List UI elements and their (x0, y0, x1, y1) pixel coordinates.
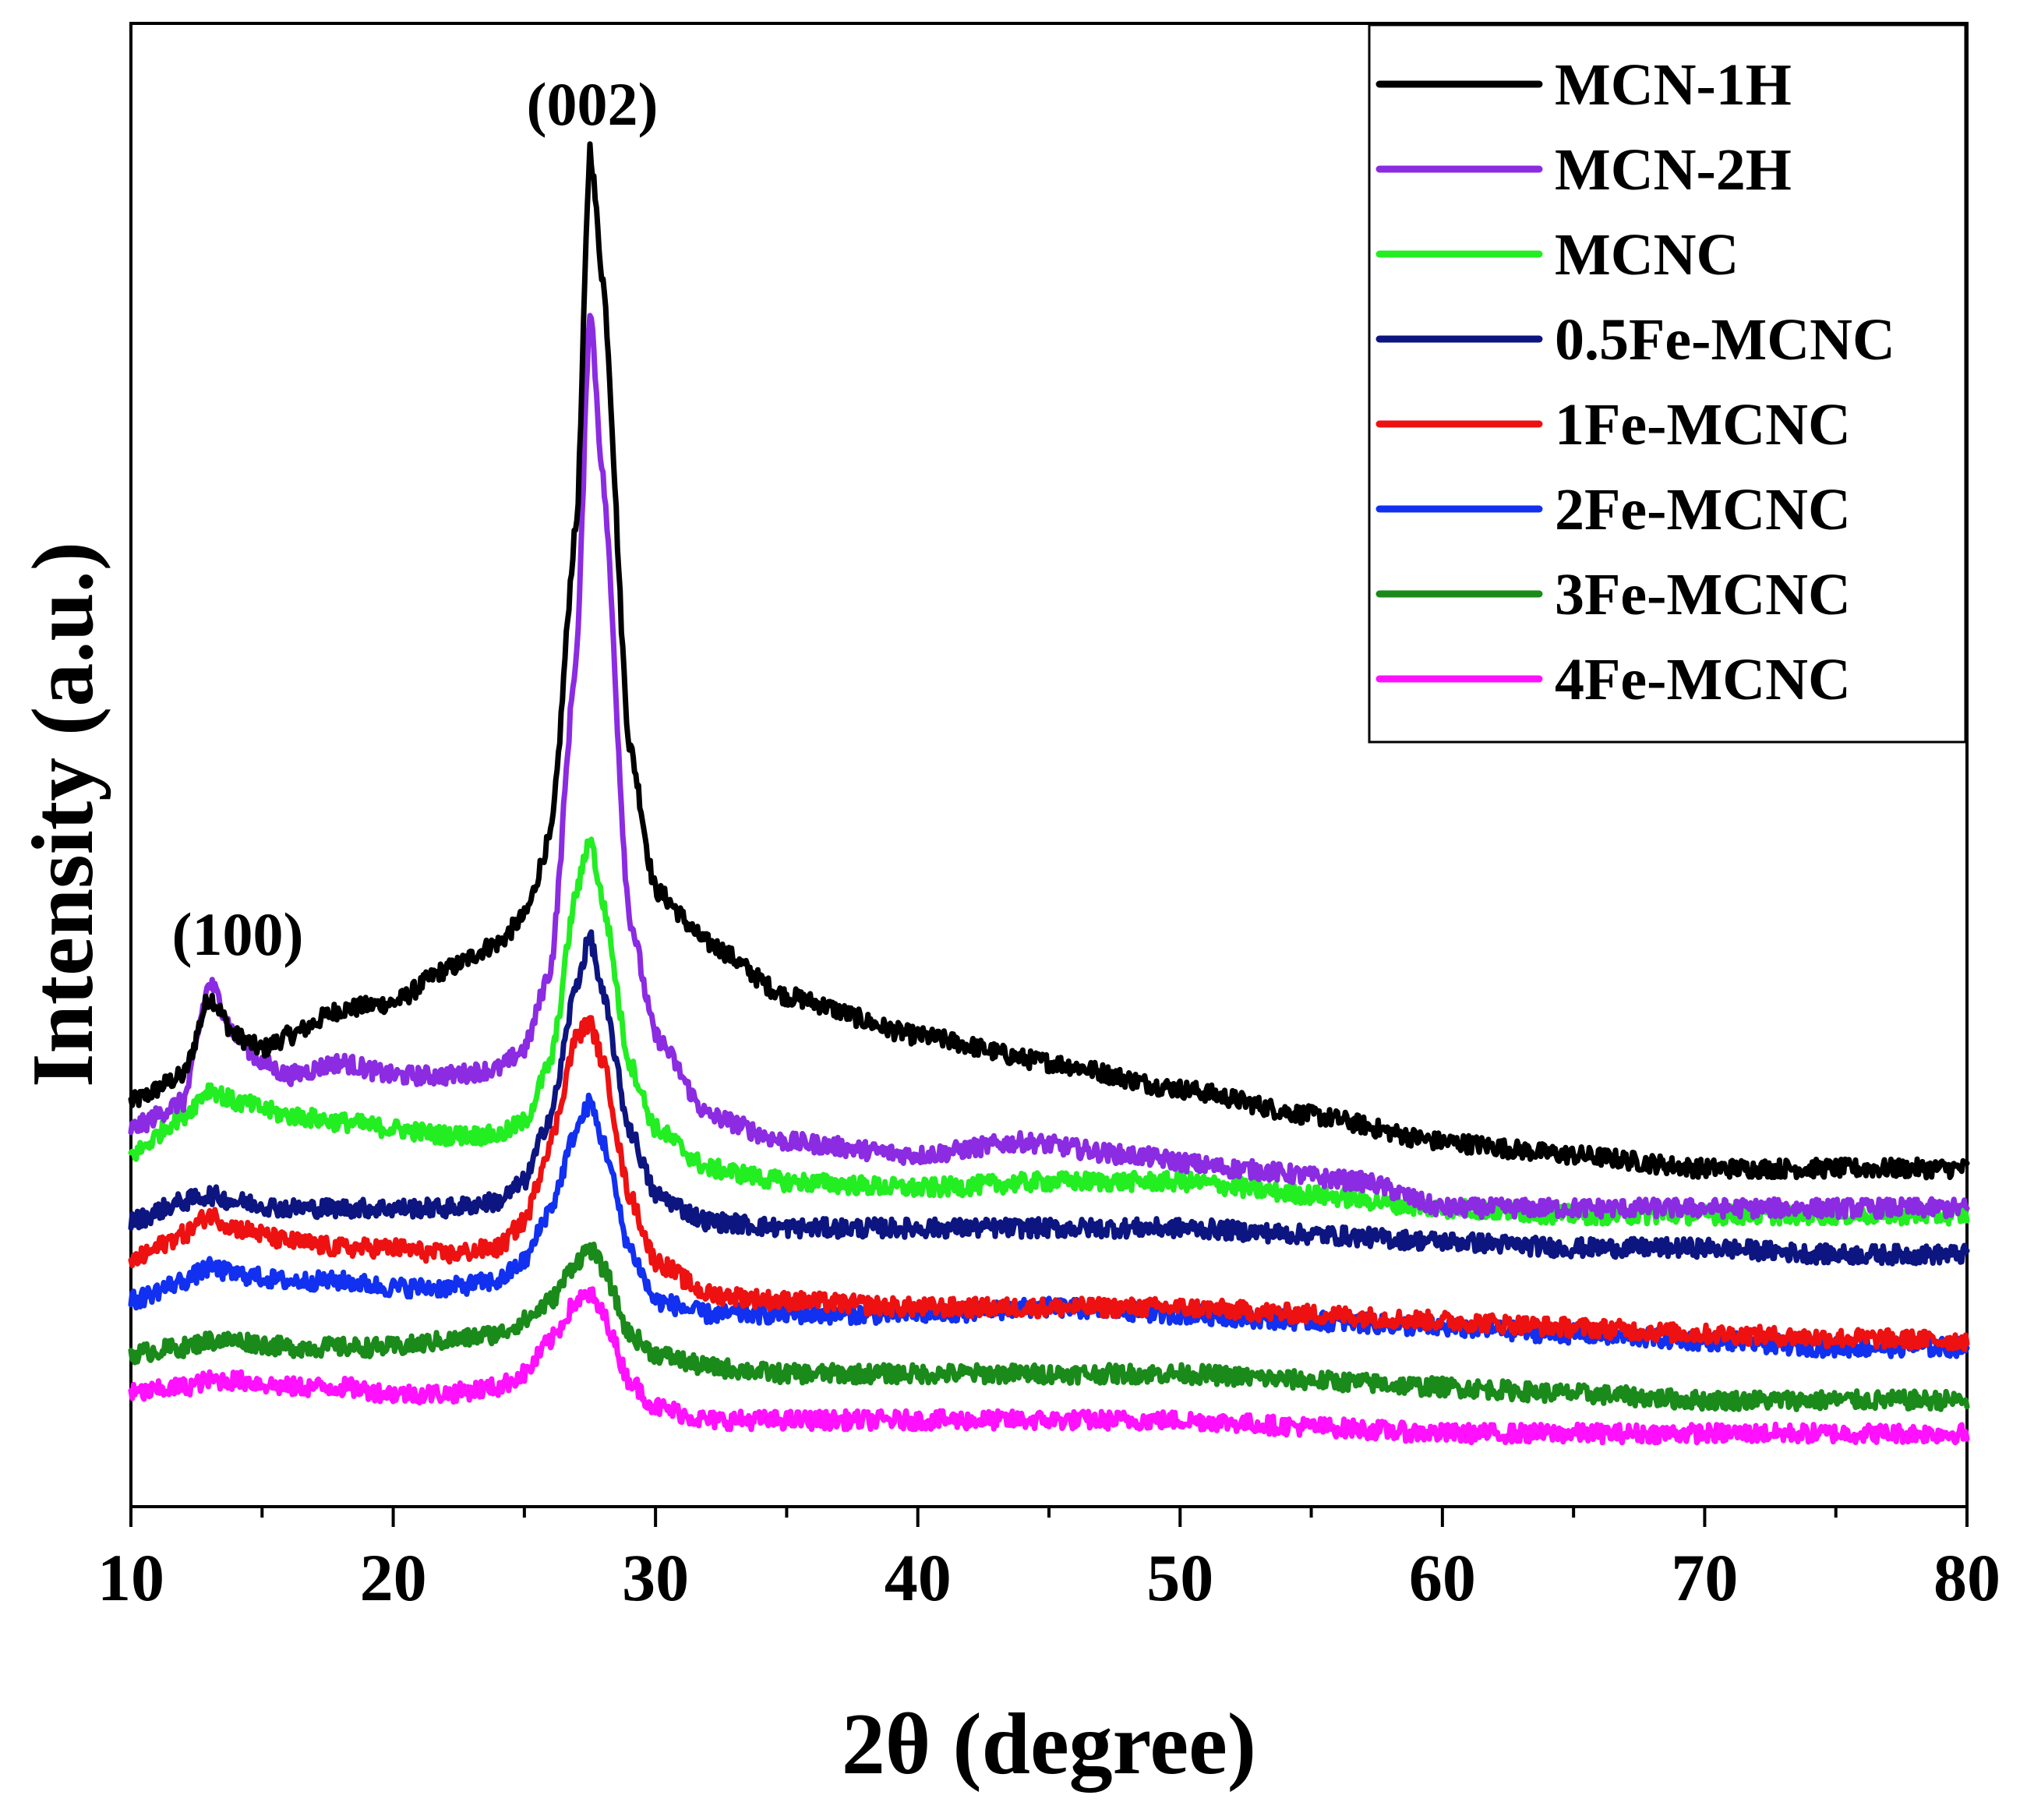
series-line-0-5fe-mcnc (128, 929, 1970, 1267)
legend-label: 0.5Fe-MCNC (1555, 307, 1895, 373)
legend-label: 2Fe-MCNC (1555, 477, 1851, 542)
legend-label: MCN-1H (1555, 52, 1792, 118)
x-axis-title: 2θ (degree) (842, 1696, 1256, 1793)
x-tick-label: 80 (1933, 1540, 2001, 1615)
legend-label: MCNC (1555, 222, 1739, 288)
y-axis-title: Intensity (a.u.) (15, 542, 111, 1087)
x-tick-label: 20 (360, 1540, 427, 1615)
legend-box (1368, 23, 1967, 744)
series-line-3fe-mcnc (128, 1241, 1970, 1412)
series-line-4fe-mcnc (128, 1286, 1970, 1446)
x-tick-label: 10 (97, 1540, 164, 1615)
x-tick-label: 30 (622, 1540, 689, 1615)
legend-label: MCN-2H (1555, 137, 1792, 203)
series-line-2fe-mcnc (128, 1092, 1970, 1359)
series-group (128, 141, 1970, 1446)
legend: MCN-1H MCN-2H MCNC 0.5Fe-MCNC 1Fe-MCNC 2Fe-MC… (1368, 23, 1967, 744)
x-axis-ticks: 10 20 30 40 50 60 70 80 (97, 1507, 2001, 1615)
legend-label: 4Fe-MCNC (1555, 647, 1851, 712)
annotation-100: (100) (172, 900, 304, 968)
x-tick-label: 70 (1671, 1540, 1738, 1615)
x-tick-label: 60 (1409, 1540, 1476, 1615)
series-line-mcn-1h (128, 141, 1970, 1181)
series-line-1fe-mcnc (128, 1015, 1970, 1352)
annotation-002: (002) (527, 70, 659, 138)
x-tick-label: 50 (1146, 1540, 1213, 1615)
legend-label: 1Fe-MCNC (1555, 392, 1851, 458)
series-line-mcn-2h (128, 313, 1970, 1221)
legend-label: 3Fe-MCNC (1555, 562, 1851, 627)
x-tick-label: 40 (885, 1540, 952, 1615)
